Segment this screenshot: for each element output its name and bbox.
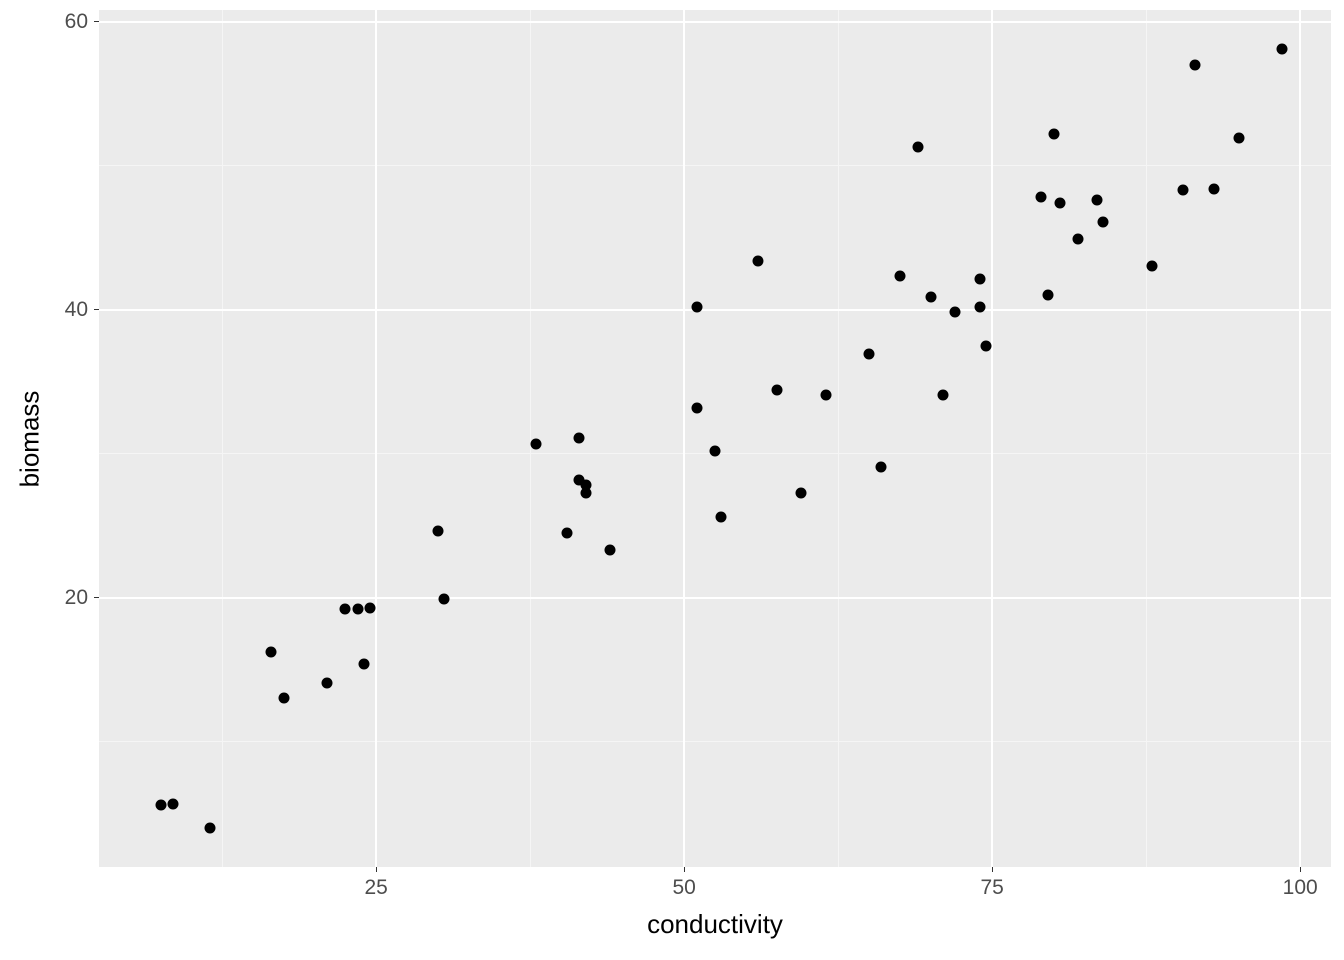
x-tick-mark: [1300, 867, 1301, 872]
data-point: [1036, 192, 1047, 203]
data-point: [913, 141, 924, 152]
gridline-x-major: [375, 10, 377, 867]
gridline-x-minor: [222, 10, 223, 867]
x-tick-label: 50: [673, 876, 696, 900]
y-tick-label: 60: [65, 10, 88, 34]
x-tick-label: 75: [981, 876, 1004, 900]
gridline-x-minor: [838, 10, 839, 867]
gridline-y-major: [99, 21, 1331, 23]
data-point: [710, 445, 721, 456]
data-point: [278, 693, 289, 704]
data-point: [580, 487, 591, 498]
data-point: [155, 800, 166, 811]
data-point: [1048, 128, 1059, 139]
gridline-x-major: [991, 10, 993, 867]
data-point: [876, 461, 887, 472]
data-point: [937, 389, 948, 400]
data-point: [1042, 290, 1053, 301]
x-tick-mark: [992, 867, 993, 872]
data-point: [340, 604, 351, 615]
data-point: [204, 823, 215, 834]
data-point: [925, 291, 936, 302]
data-point: [1233, 133, 1244, 144]
data-point: [266, 647, 277, 658]
gridline-x-major: [1299, 10, 1301, 867]
y-tick-mark: [94, 21, 99, 22]
data-point: [691, 402, 702, 413]
data-point: [691, 301, 702, 312]
data-point: [894, 271, 905, 282]
gridline-y-major: [99, 597, 1331, 599]
data-point: [1098, 216, 1109, 227]
data-point: [1054, 198, 1065, 209]
data-point: [820, 389, 831, 400]
y-tick-mark: [94, 597, 99, 598]
data-point: [1073, 234, 1084, 245]
data-point: [753, 255, 764, 266]
data-point: [1208, 183, 1219, 194]
data-point: [981, 340, 992, 351]
data-point: [950, 307, 961, 318]
data-point: [864, 349, 875, 360]
data-point: [365, 602, 376, 613]
data-point: [974, 301, 985, 312]
x-tick-mark: [376, 867, 377, 872]
data-point: [562, 527, 573, 538]
gridline-x-major: [683, 10, 685, 867]
data-point: [1147, 261, 1158, 272]
data-point: [574, 432, 585, 443]
data-point: [605, 545, 616, 556]
data-point: [358, 658, 369, 669]
data-point: [974, 274, 985, 285]
y-tick-label: 40: [65, 298, 88, 322]
data-point: [531, 438, 542, 449]
data-point: [1190, 59, 1201, 70]
data-point: [438, 594, 449, 605]
y-axis-title: biomass: [15, 390, 46, 487]
data-point: [1276, 43, 1287, 54]
x-tick-label: 100: [1283, 876, 1318, 900]
gridline-y-minor: [99, 741, 1331, 742]
y-tick-mark: [94, 309, 99, 310]
data-point: [796, 487, 807, 498]
data-point: [167, 798, 178, 809]
x-tick-label: 25: [365, 876, 388, 900]
gridline-x-minor: [1146, 10, 1147, 867]
data-point: [716, 511, 727, 522]
gridline-x-minor: [530, 10, 531, 867]
data-point: [1178, 185, 1189, 196]
x-axis-title: conductivity: [647, 909, 783, 940]
data-point: [1091, 195, 1102, 206]
gridline-y-minor: [99, 165, 1331, 166]
data-point: [321, 677, 332, 688]
data-point: [352, 604, 363, 615]
x-tick-mark: [684, 867, 685, 872]
data-point: [432, 526, 443, 537]
y-tick-label: 20: [65, 586, 88, 610]
data-point: [771, 385, 782, 396]
gridline-y-major: [99, 309, 1331, 311]
scatter-chart: 25 50 75 100 20 40 60 conductivity biomass: [0, 0, 1344, 960]
